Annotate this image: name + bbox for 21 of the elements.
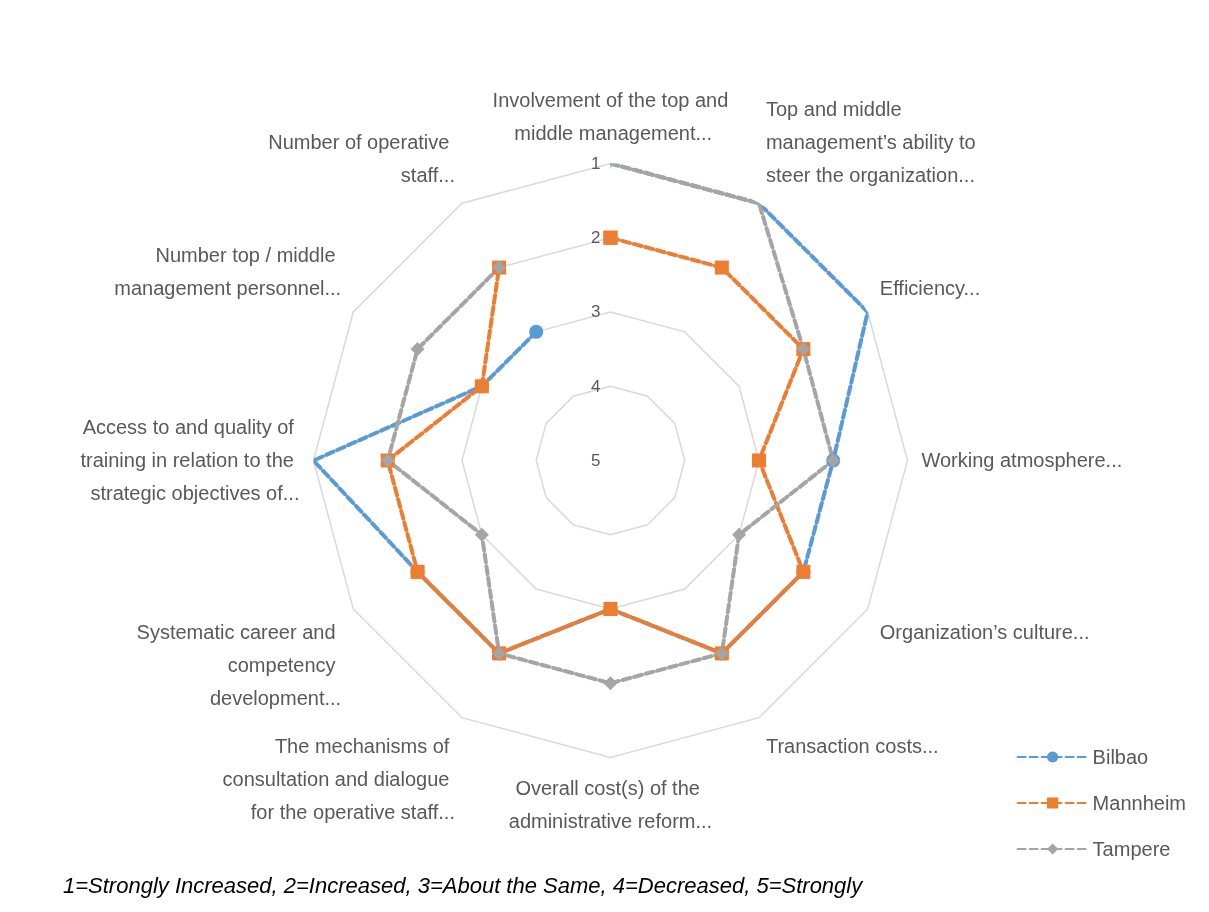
spoke-label: Systematic career and competency development... xyxy=(136,621,342,710)
legend-label: Mannheim xyxy=(1092,792,1187,814)
y-tick-label: 3 xyxy=(591,302,601,322)
spoke-label: Efficiency... xyxy=(879,277,981,300)
text: 1=Strongly Increased, 2=Increased, 3=About the Same, 4=Decreased, 5=Strongly xyxy=(63,872,865,898)
spoke-label: The mechanisms of consultation and dialogue for the operative staff... xyxy=(222,735,455,824)
spoke-label: Top and middle management’s ability to steer the organization... xyxy=(765,97,982,186)
legend-label: Bilbao xyxy=(1092,746,1149,768)
y-tick-label: 4 xyxy=(591,376,601,396)
spoke-label: Working atmosphere... xyxy=(921,449,1123,472)
spoke-label: Organization’s culture... xyxy=(879,621,1090,644)
spoke-label: Involvement of the top and middle management... xyxy=(492,88,729,144)
spoke-label: Transaction costs... xyxy=(765,735,939,758)
y-tick-label: 2 xyxy=(591,228,601,248)
y-tick-label: 1 xyxy=(591,153,601,173)
y-tick-label: 5 xyxy=(591,450,601,470)
spoke-label: Access to and quality of training in relation to the strategic objectives of... xyxy=(80,416,300,505)
spoke-label: Number top / middle management personnel... xyxy=(114,244,342,300)
spoke-label: Number of operative staff... xyxy=(268,130,455,186)
spoke-label: Overall cost(s) of the administrative reform... xyxy=(508,776,713,832)
legend-label: Tampere xyxy=(1092,838,1171,860)
